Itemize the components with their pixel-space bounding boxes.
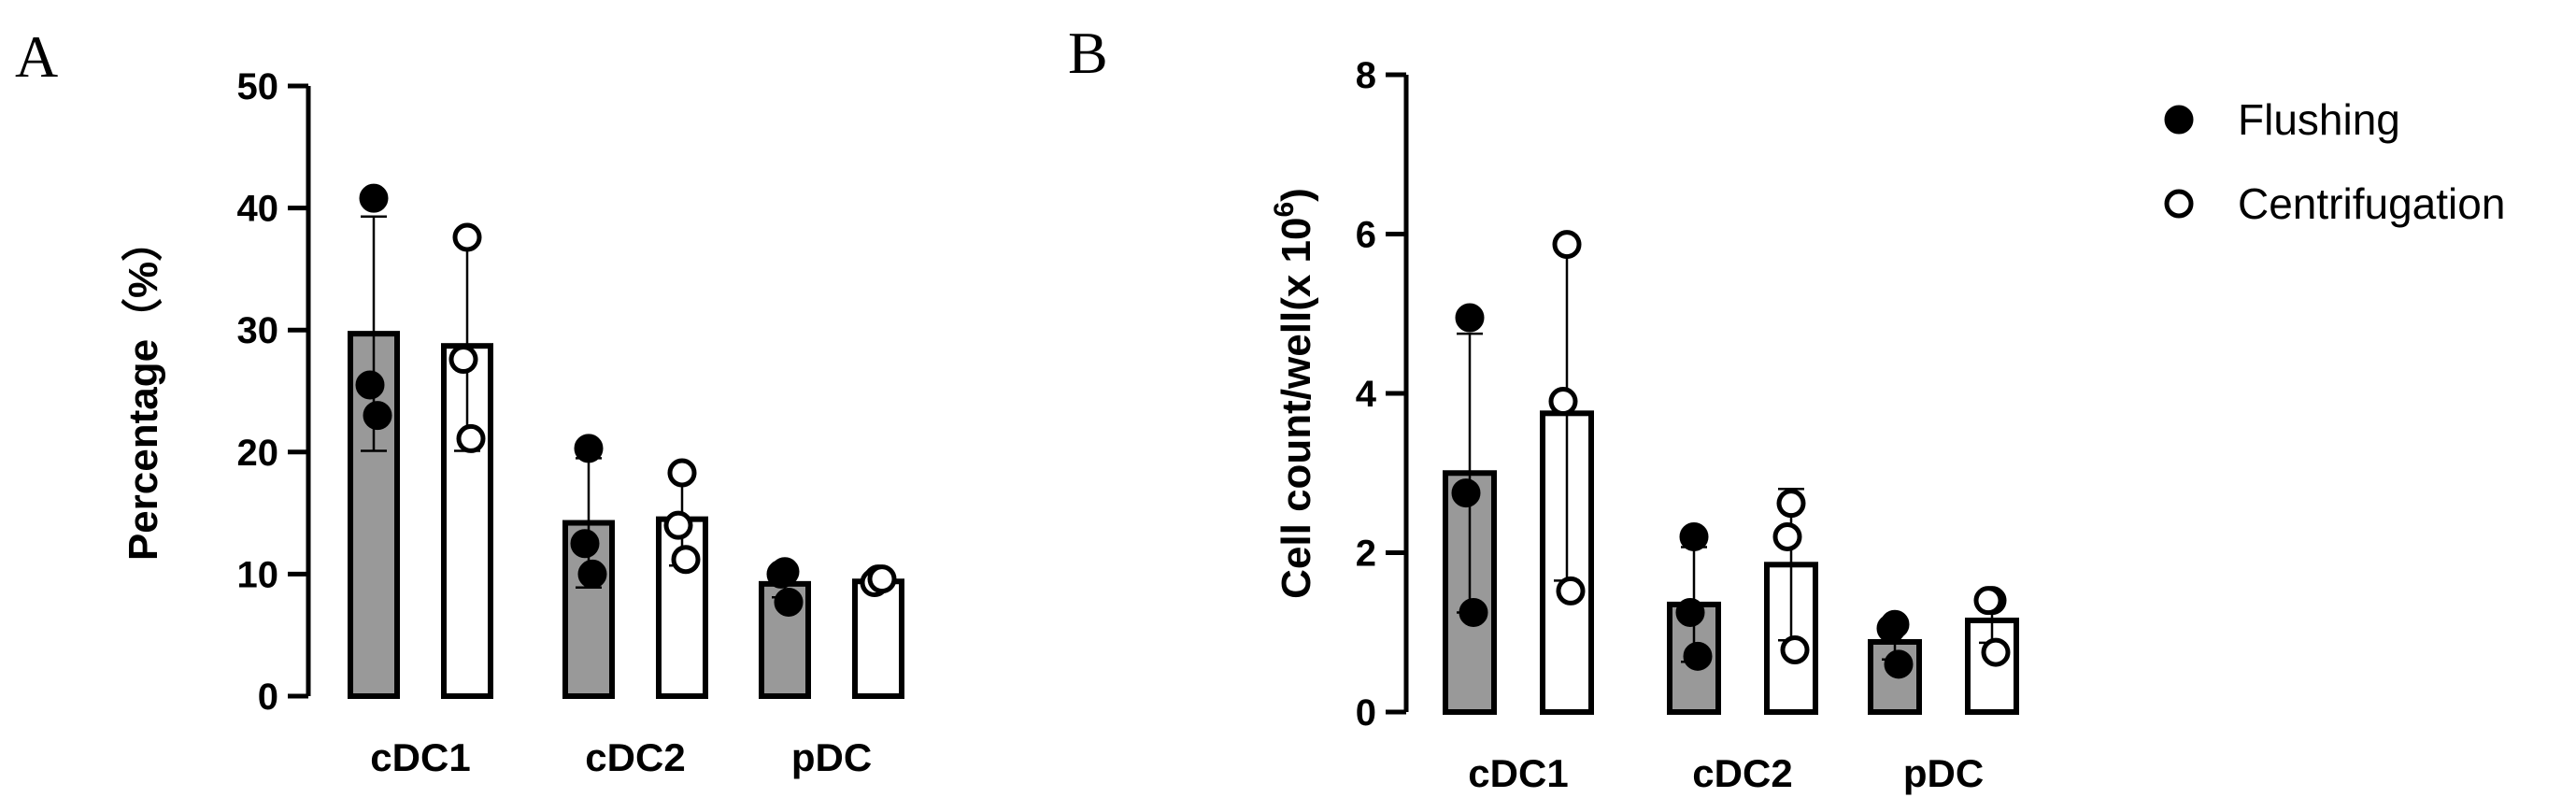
panel-letter: A	[15, 23, 58, 90]
y-axis-title: Percentage（%）	[121, 221, 166, 561]
y-tick-label: 2	[1356, 534, 1376, 575]
y-tick-label: 20	[237, 433, 279, 474]
data-point	[456, 423, 486, 453]
bar	[852, 578, 904, 700]
data-point	[1772, 521, 1802, 551]
y-tick-label: 4	[1356, 374, 1377, 415]
data-point	[1548, 387, 1578, 417]
y-tick-label: 0	[258, 677, 278, 718]
data-point	[355, 370, 385, 400]
data-point	[1973, 586, 2003, 616]
data-point	[1776, 489, 1806, 519]
y-tick-label: 50	[237, 66, 279, 107]
data-point	[1459, 597, 1488, 627]
data-point	[867, 564, 897, 594]
y-tick-label: 6	[1356, 215, 1376, 256]
legend-label: Flushing	[2238, 95, 2400, 144]
x-tick-label: cDC1	[370, 735, 470, 779]
y-axis-title: Cell count/well(x 106)	[1269, 188, 1319, 599]
x-tick-label: cDC2	[585, 735, 685, 779]
data-point	[1679, 521, 1709, 551]
x-tick-label: pDC	[791, 735, 872, 779]
data-point	[1780, 635, 1810, 665]
data-point	[1981, 637, 2011, 667]
data-point	[574, 434, 604, 463]
data-point	[448, 345, 478, 375]
legend: Flushing Centrifugation	[2164, 95, 2505, 228]
panel-a: A 0 10 20 30 40 50 Percentage（%） cDC1 cDC2 pDC	[15, 23, 904, 779]
y-axis-title-superscript: 6	[1269, 202, 1300, 218]
data-point	[774, 587, 804, 617]
x-tick-label: pDC	[1903, 751, 1984, 795]
y-axis-title-suffix: )	[1274, 188, 1319, 202]
data-point	[452, 222, 482, 252]
data-point	[1884, 649, 1914, 679]
data-point	[363, 401, 392, 431]
panel-b: B 0 2 4 6 8 Cell count/well(x 106) cDC1 cDC2 pDC	[1068, 20, 2019, 795]
y-tick-label: 10	[237, 554, 279, 595]
legend-label: Centrifugation	[2238, 179, 2505, 228]
data-point	[1556, 576, 1586, 605]
data-point	[1455, 303, 1485, 333]
data-point	[671, 545, 701, 575]
x-tick-label: cDC1	[1468, 751, 1568, 795]
data-point	[577, 559, 607, 589]
data-point	[766, 559, 796, 589]
data-point	[663, 510, 693, 540]
data-point	[667, 458, 697, 488]
y-tick-label: 8	[1356, 55, 1376, 96]
y-tick-label: 30	[237, 310, 279, 351]
data-point	[1451, 478, 1481, 508]
data-point	[570, 529, 600, 559]
y-tick-label: 0	[1356, 692, 1376, 734]
y-tick-label: 40	[237, 189, 279, 230]
data-point	[359, 183, 389, 213]
data-point	[1683, 641, 1713, 671]
data-point	[1675, 597, 1705, 627]
legend-marker	[2164, 189, 2194, 219]
legend-marker	[2164, 105, 2194, 135]
data-point	[1552, 230, 1582, 260]
x-tick-label: cDC2	[1692, 751, 1792, 795]
data-point	[1876, 613, 1906, 643]
panel-letter: B	[1068, 20, 1108, 86]
